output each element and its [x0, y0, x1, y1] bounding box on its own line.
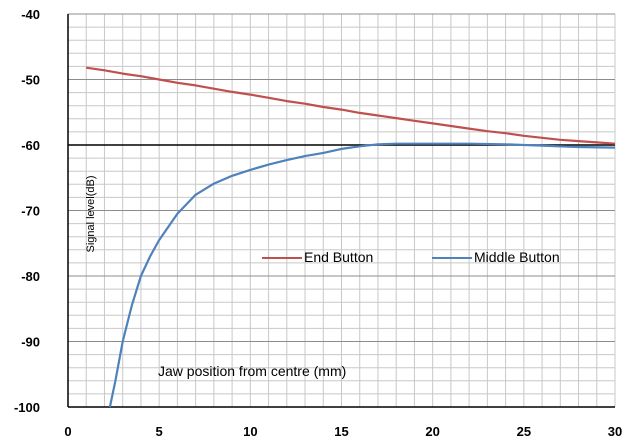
y-tick-labels: -40 -50 -60 -70 -80 -90 -100: [14, 7, 40, 415]
legend: End Button Middle Button: [262, 249, 560, 265]
y-tick-label: -90: [21, 335, 40, 350]
legend-label-end-button: End Button: [304, 249, 373, 265]
x-tick-labels: 0 5 10 15 20 25 30: [64, 424, 622, 439]
legend-label-middle-button: Middle Button: [474, 249, 560, 265]
y-tick-label: -70: [21, 204, 40, 219]
series-line-end-button: [86, 66, 616, 145]
x-axis-label: Jaw position from centre (mm): [158, 363, 346, 379]
y-tick-label: -100: [14, 400, 40, 415]
grid: [67, 13, 616, 408]
y-tick-label: -50: [21, 73, 40, 88]
x-tick-label: 0: [64, 424, 71, 439]
series-line-middle-button: [108, 142, 616, 408]
x-tick-label: 15: [334, 424, 348, 439]
y-tick-label: -40: [21, 7, 40, 22]
x-tick-label: 25: [517, 424, 531, 439]
x-tick-label: 30: [608, 424, 622, 439]
y-tick-label: -60: [21, 138, 40, 153]
y-tick-label: -80: [21, 269, 40, 284]
y-axis-label: Signal level(dB): [85, 175, 97, 252]
x-tick-label: 20: [425, 424, 439, 439]
x-tick-label: 5: [156, 424, 163, 439]
x-tick-label: 10: [243, 424, 257, 439]
series-lines: [86, 66, 616, 408]
